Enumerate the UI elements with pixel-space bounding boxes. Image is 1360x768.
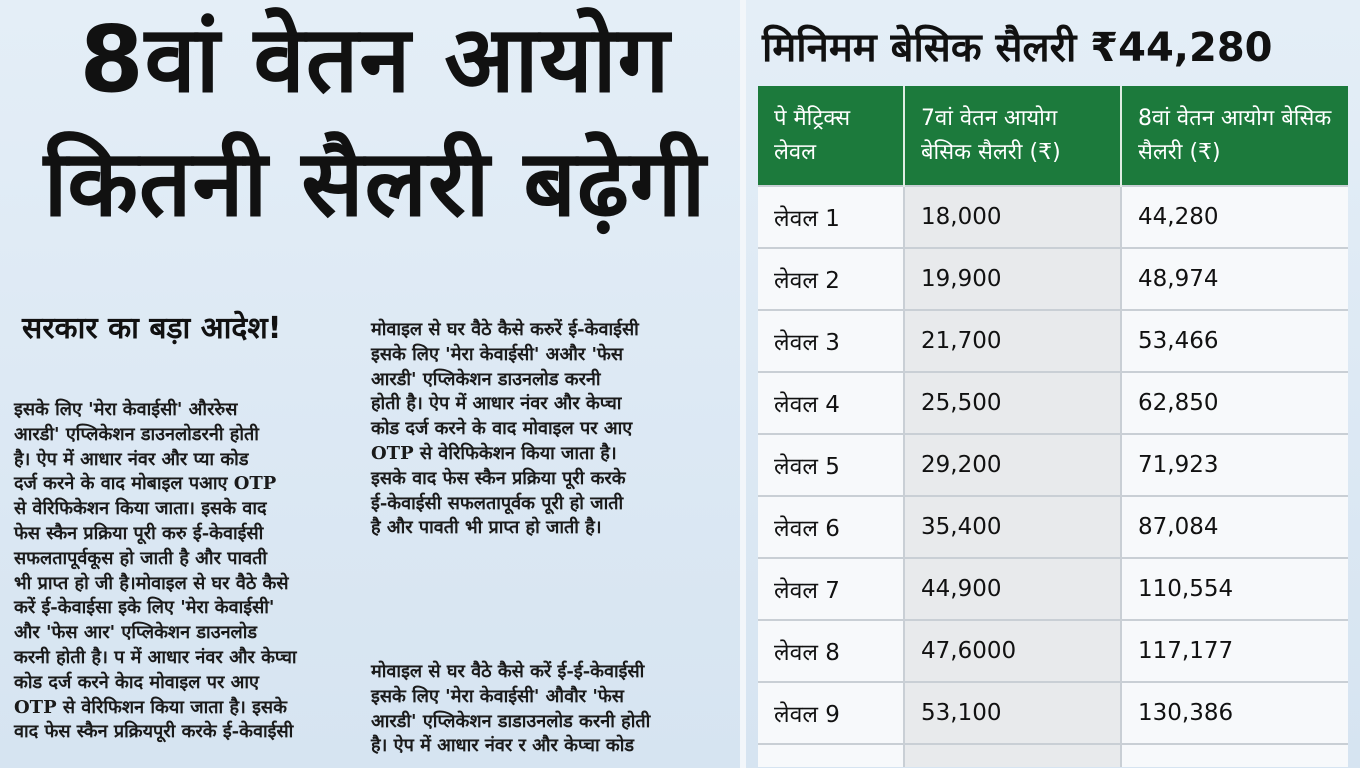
- cell-7th-cpc-salary: 47,6000: [904, 619, 1122, 682]
- cell-empty: [904, 743, 1122, 767]
- article-line: होती है। ऐप में आधार नंवर और केप्चा: [371, 393, 622, 415]
- article-line: दर्ज करने के वाद मोबाइल पआए OTP: [14, 473, 277, 495]
- cell-level: लेवल 2: [758, 247, 905, 310]
- article-line: से वेरिफिकेशन किया जाता। इसके वाद: [14, 498, 267, 520]
- article-column-3: मोवाइल से घर वैठे कैसे करें ई-ई-केवाईसी इ…: [371, 660, 711, 759]
- article-column-2: मोवाइल से घर वैठे कैसे करुरें ई-केवाईसी इ…: [371, 318, 711, 541]
- cell-7th-cpc-salary: 29,200: [904, 433, 1122, 496]
- table-row-partial: [758, 743, 1348, 767]
- article-line: आरडी' एप्लिकेशन डाडाउनलोड करनी होती: [371, 710, 651, 732]
- cell-7th-cpc-salary: 35,400: [904, 495, 1122, 558]
- article-line: OTP से वेरिफिशन किया जाता है। इसके: [14, 696, 287, 718]
- column-divider: [740, 0, 746, 768]
- article-line: मोवाइल से घर वैठे कैसे करुरें ई-केवाईसी: [371, 319, 639, 340]
- cell-7th-cpc-salary: 44,900: [904, 557, 1122, 620]
- cell-level: लेवल 6: [758, 495, 905, 558]
- article-line: कोड दर्ज करने के वाद मोवाइल पर आए: [371, 418, 633, 440]
- cell-level: लेवल 7: [758, 557, 905, 620]
- cell-8th-cpc-salary: 117,177: [1121, 619, 1348, 682]
- article-line: वाद फेस स्कैन प्रक्रियपूरी करके ई-केवाईस…: [14, 721, 294, 743]
- cell-level: लेवल 8: [758, 619, 905, 682]
- article-line: सफलतापूर्वकूस हो जाती है और पावती: [14, 547, 268, 569]
- table-row: लेवल 2 19,900 48,974: [758, 247, 1348, 310]
- cell-empty: [1121, 743, 1348, 767]
- cell-level: लेवल 4: [758, 371, 905, 434]
- table-row: लेवल 4 25,500 62,850: [758, 371, 1348, 434]
- cell-7th-cpc-salary: 18,000: [904, 185, 1122, 248]
- cell-level: लेवल 1: [758, 185, 905, 248]
- article-line: है। ऐप में आधार नंवर र और केप्चा कोड: [371, 735, 635, 757]
- cell-level: लेवल 9: [758, 681, 905, 744]
- table-row: लेवल 7 44,900 110,554: [758, 557, 1348, 620]
- article-line: OTP से वेरिफिकेशन किया जाता है।: [371, 442, 617, 464]
- cell-8th-cpc-salary: 110,554: [1121, 557, 1348, 620]
- table-row: लेवल 1 18,000 44,280: [758, 185, 1348, 248]
- article-line: है और पावती भी प्राप्त हो जाती है।: [371, 517, 602, 539]
- cell-8th-cpc-salary: 87,084: [1121, 495, 1348, 558]
- table-title: मिनिमम बेसिक सैलरी ₹44,280: [762, 25, 1273, 71]
- headline-line-2: कितनी सैलरी बढ़ेगी: [43, 130, 707, 237]
- table-row: लेवल 6 35,400 87,084: [758, 495, 1348, 558]
- header-7th-cpc: 7वां वेतन आयोग बेसिक सैलरी (₹): [904, 86, 1122, 186]
- subheadline: सरकार का बड़ा आदेश!: [22, 311, 282, 346]
- article-line: फेस स्कैन प्रक्रिया पूरी करु ई-केवाईसी: [14, 522, 264, 544]
- table-header-row: पे मैट्रिक्स लेवल 7वां वेतन आयोग बेसिक स…: [758, 86, 1348, 186]
- cell-level: लेवल 5: [758, 433, 905, 496]
- cell-7th-cpc-salary: 53,100: [904, 681, 1122, 744]
- table-row: लेवल 9 53,100 130,386: [758, 681, 1348, 744]
- article-line: इसके वाद फेस स्कैन प्रक्रिया पूरी करके: [371, 467, 626, 489]
- cell-8th-cpc-salary: 44,280: [1121, 185, 1348, 248]
- table-row: लेवल 5 29,200 71,923: [758, 433, 1348, 496]
- cell-8th-cpc-salary: 48,974: [1121, 247, 1348, 310]
- article-line: आरडी' एप्लिकेशन डाउनलोड करनी: [371, 368, 601, 390]
- article-line: मोवाइल से घर वैठे कैसे करें ई-ई-केवाईसी: [371, 661, 645, 682]
- cell-8th-cpc-salary: 130,386: [1121, 681, 1348, 744]
- cell-7th-cpc-salary: 21,700: [904, 309, 1122, 372]
- cell-8th-cpc-salary: 62,850: [1121, 371, 1348, 434]
- header-8th-cpc: 8वां वेतन आयोग बेसिक सैलरी (₹): [1121, 86, 1348, 186]
- article-line: भी प्राप्त हो जी है।मोवाइल से घर वैठे कै…: [14, 572, 289, 594]
- cell-7th-cpc-salary: 25,500: [904, 371, 1122, 434]
- cell-7th-cpc-salary: 19,900: [904, 247, 1122, 310]
- article-line: है। ऐप में आधार नंवर और प्या कोड: [14, 448, 249, 470]
- cell-8th-cpc-salary: 71,923: [1121, 433, 1348, 496]
- cell-empty: [758, 743, 905, 767]
- article-line: इसके लिए 'मेरा केवाईसी' औररुेस: [14, 399, 238, 420]
- article-line: करें ई-केवाईसा इके लिए 'मेरा केवाईसी': [14, 597, 275, 619]
- article-line: इसके लिए 'मेरा केवाईसी' औवौर 'फेस: [371, 685, 624, 707]
- table-row: लेवल 8 47,6000 117,177: [758, 619, 1348, 682]
- headline-line-1: 8वां वेतन आयोग: [79, 6, 671, 113]
- cell-8th-cpc-salary: 53,466: [1121, 309, 1348, 372]
- article-line: कोड दर्ज करने केाद मोवाइल पर आए: [14, 671, 259, 693]
- header-pay-level: पे मैट्रिक्स लेवल: [758, 86, 905, 186]
- salary-table: पे मैट्रिक्स लेवल 7वां वेतन आयोग बेसिक स…: [758, 86, 1348, 767]
- table-row: लेवल 3 21,700 53,466: [758, 309, 1348, 372]
- article-line: इसके लिए 'मेरा केवाईसी' अऔर 'फेस: [371, 343, 624, 365]
- article-column-1: इसके लिए 'मेरा केवाईसी' औररुेस आरडी' एप्ल…: [14, 398, 344, 745]
- article-line: ई-केवाईसी सफलतापूर्वक पूरी हो जाती: [371, 492, 624, 514]
- article-line: करनी होती है। प में आधार नंवर और केप्चा: [14, 646, 297, 668]
- article-line: आरडी' एप्लिकेशन डाउनलोडरनी होती: [14, 423, 259, 445]
- article-line: और 'फेस आर' एप्लिकेशन डाउनलोड: [14, 622, 258, 644]
- cell-level: लेवल 3: [758, 309, 905, 372]
